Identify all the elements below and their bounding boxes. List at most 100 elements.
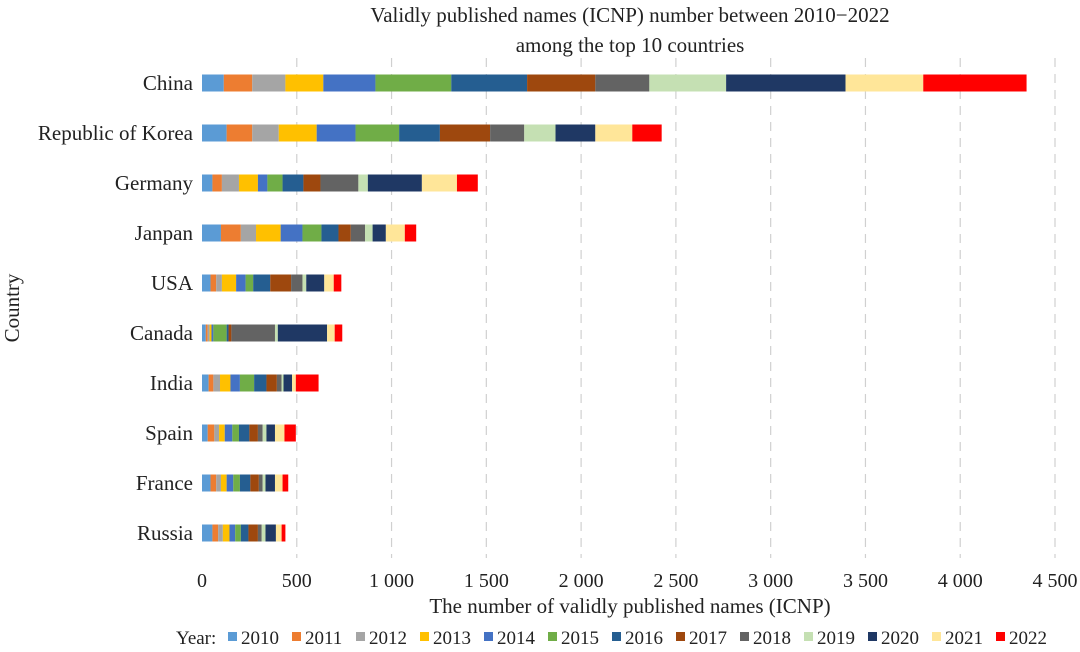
bar-segment-2016 — [226, 324, 229, 342]
bar-segment-2012 — [207, 324, 210, 342]
category-label: USA — [151, 271, 194, 295]
category-label: Janpan — [135, 221, 194, 245]
bar-segment-2013 — [220, 374, 231, 392]
legend-label-2018: 2018 — [753, 628, 791, 649]
bar-segment-2013 — [219, 424, 225, 442]
bar-segment-2011 — [226, 124, 253, 142]
legend-swatch-2016 — [612, 632, 621, 641]
bar-segment-2020 — [726, 74, 846, 92]
bar-segment-2022 — [632, 124, 662, 142]
legend-swatch-2011 — [292, 632, 301, 641]
legend-label-2017: 2017 — [689, 628, 727, 649]
legend-label-2015: 2015 — [561, 628, 599, 649]
bar-segment-2012 — [216, 274, 222, 292]
bar-segment-2011 — [208, 374, 214, 392]
bar-segment-2017 — [439, 124, 491, 142]
legend-swatch-2013 — [420, 632, 429, 641]
bar-segment-2015 — [355, 124, 400, 142]
x-tick-label: 500 — [282, 570, 312, 592]
bar-segment-2014 — [224, 424, 233, 442]
bar-segment-2015 — [375, 74, 452, 92]
bar-segment-2015 — [245, 274, 254, 292]
category-labels: China Republic of Korea Germany Janpan USA Ca… — [38, 71, 194, 545]
bar-segment-2021 — [845, 74, 924, 92]
x-tick-label: 2 000 — [559, 570, 604, 592]
bar-segment-2022 — [404, 224, 417, 242]
y-axis-title: Country — [0, 273, 24, 342]
legend-swatch-2020 — [868, 632, 877, 641]
bar-segment-2012 — [252, 74, 286, 92]
bar-segment-2021 — [275, 524, 282, 542]
bar-segment-2020 — [265, 474, 275, 492]
bar-segment-2018 — [276, 374, 282, 392]
x-tick-label: 0 — [197, 570, 207, 592]
bar-segment-2018 — [231, 324, 275, 342]
bar-segment-2020 — [555, 124, 596, 142]
legend-swatch-2022 — [996, 632, 1005, 641]
chart-title-line2: among the top 10 countries — [516, 33, 745, 57]
bar-segment-2022 — [923, 74, 1027, 92]
bar-segment-2011 — [210, 274, 217, 292]
bar-segment-2017 — [248, 524, 258, 542]
bar-segment-2015 — [239, 374, 255, 392]
bar-segment-2011 — [205, 324, 208, 342]
bar-segment-2022 — [295, 374, 319, 392]
bar-segment-2018 — [257, 424, 263, 442]
bar-segment-2018 — [257, 524, 262, 542]
bar-segment-2017 — [266, 374, 277, 392]
bar-segment-2021 — [292, 374, 296, 392]
bar-segment-2021 — [327, 324, 335, 342]
legend-label-2021: 2021 — [945, 628, 983, 649]
legend-swatch-2019 — [804, 632, 813, 641]
legend-swatch-2021 — [932, 632, 941, 641]
bar-segment-2012 — [218, 524, 223, 542]
x-tick-labels: 0 500 1 000 1 500 2 000 2 500 3 000 3 500 4 000 4… — [197, 570, 1078, 592]
bar-segment-2020 — [367, 174, 422, 192]
category-label: China — [143, 71, 194, 95]
bar-segment-2017 — [270, 274, 292, 292]
bar-segment-2021 — [595, 124, 633, 142]
bar-segment-2016 — [239, 474, 251, 492]
category-label: Russia — [137, 521, 194, 545]
category-label: Germany — [115, 171, 194, 195]
bar-segment-2018 — [320, 174, 359, 192]
bar-segment-2022 — [333, 274, 342, 292]
legend-swatch-2018 — [740, 632, 749, 641]
bar-segment-2022 — [456, 174, 478, 192]
legend-swatch-2012 — [356, 632, 365, 641]
bar-segment-2019 — [302, 274, 307, 292]
legend-label-2016: 2016 — [625, 628, 663, 649]
x-tick-label: 4 500 — [1033, 570, 1078, 592]
bar-segment-2014 — [280, 224, 303, 242]
bar-segment-2017 — [303, 174, 321, 192]
bar-segment-2018 — [490, 124, 525, 142]
legend-label-2013: 2013 — [433, 628, 471, 649]
bar-segment-2021 — [421, 174, 457, 192]
bar-segment-2015 — [302, 224, 322, 242]
x-tick-label: 1 500 — [464, 570, 509, 592]
bar-segment-2010 — [202, 524, 213, 542]
bar-segment-2019 — [358, 174, 368, 192]
bar-segment-2017 — [249, 424, 258, 442]
bar-segment-2012 — [252, 124, 279, 142]
x-tick-label: 4 000 — [938, 570, 983, 592]
bar-segment-2014 — [316, 124, 356, 142]
legend-swatch-2017 — [676, 632, 685, 641]
bar-segment-2013 — [278, 124, 317, 142]
bar-segment-2018 — [258, 474, 263, 492]
legend-swatch-2014 — [484, 632, 493, 641]
x-tick-label: 3 500 — [843, 570, 888, 592]
bar-segment-2019 — [262, 424, 267, 442]
bar-segment-2014 — [230, 374, 240, 392]
bar-segment-2012 — [213, 374, 221, 392]
bar-segment-2010 — [202, 424, 208, 442]
bar-segment-2015 — [232, 424, 239, 442]
bar-segment-2017 — [250, 474, 259, 492]
bar-segment-2011 — [212, 524, 219, 542]
bar-segment-2019 — [365, 224, 373, 242]
bar-segment-2022 — [334, 324, 343, 342]
bar-segment-2021 — [274, 474, 283, 492]
bar-segment-2019 — [261, 524, 266, 542]
bar-segment-2020 — [266, 424, 275, 442]
